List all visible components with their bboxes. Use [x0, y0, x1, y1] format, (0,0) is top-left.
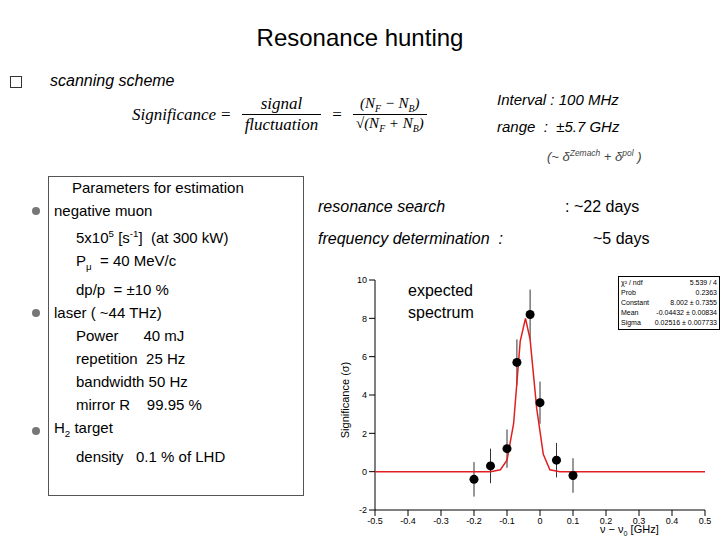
svg-text:8: 8	[362, 314, 367, 324]
svg-text:0: 0	[362, 467, 367, 477]
svg-text:-0.5: -0.5	[367, 516, 383, 526]
svg-text:-0.2: -0.2	[466, 516, 482, 526]
svg-text:-0.3: -0.3	[433, 516, 449, 526]
svg-text:-0.1: -0.1	[499, 516, 515, 526]
svg-text:4: 4	[362, 390, 367, 400]
svg-text:0: 0	[537, 516, 542, 526]
svg-text:0.1: 0.1	[567, 516, 580, 526]
svg-text:-2: -2	[359, 505, 367, 515]
svg-text:6: 6	[362, 352, 367, 362]
svg-text:10: 10	[357, 275, 367, 285]
svg-text:-0.4: -0.4	[400, 516, 416, 526]
svg-text:2: 2	[362, 429, 367, 439]
svg-text:0.4: 0.4	[666, 516, 679, 526]
svg-text:0.5: 0.5	[699, 516, 712, 526]
